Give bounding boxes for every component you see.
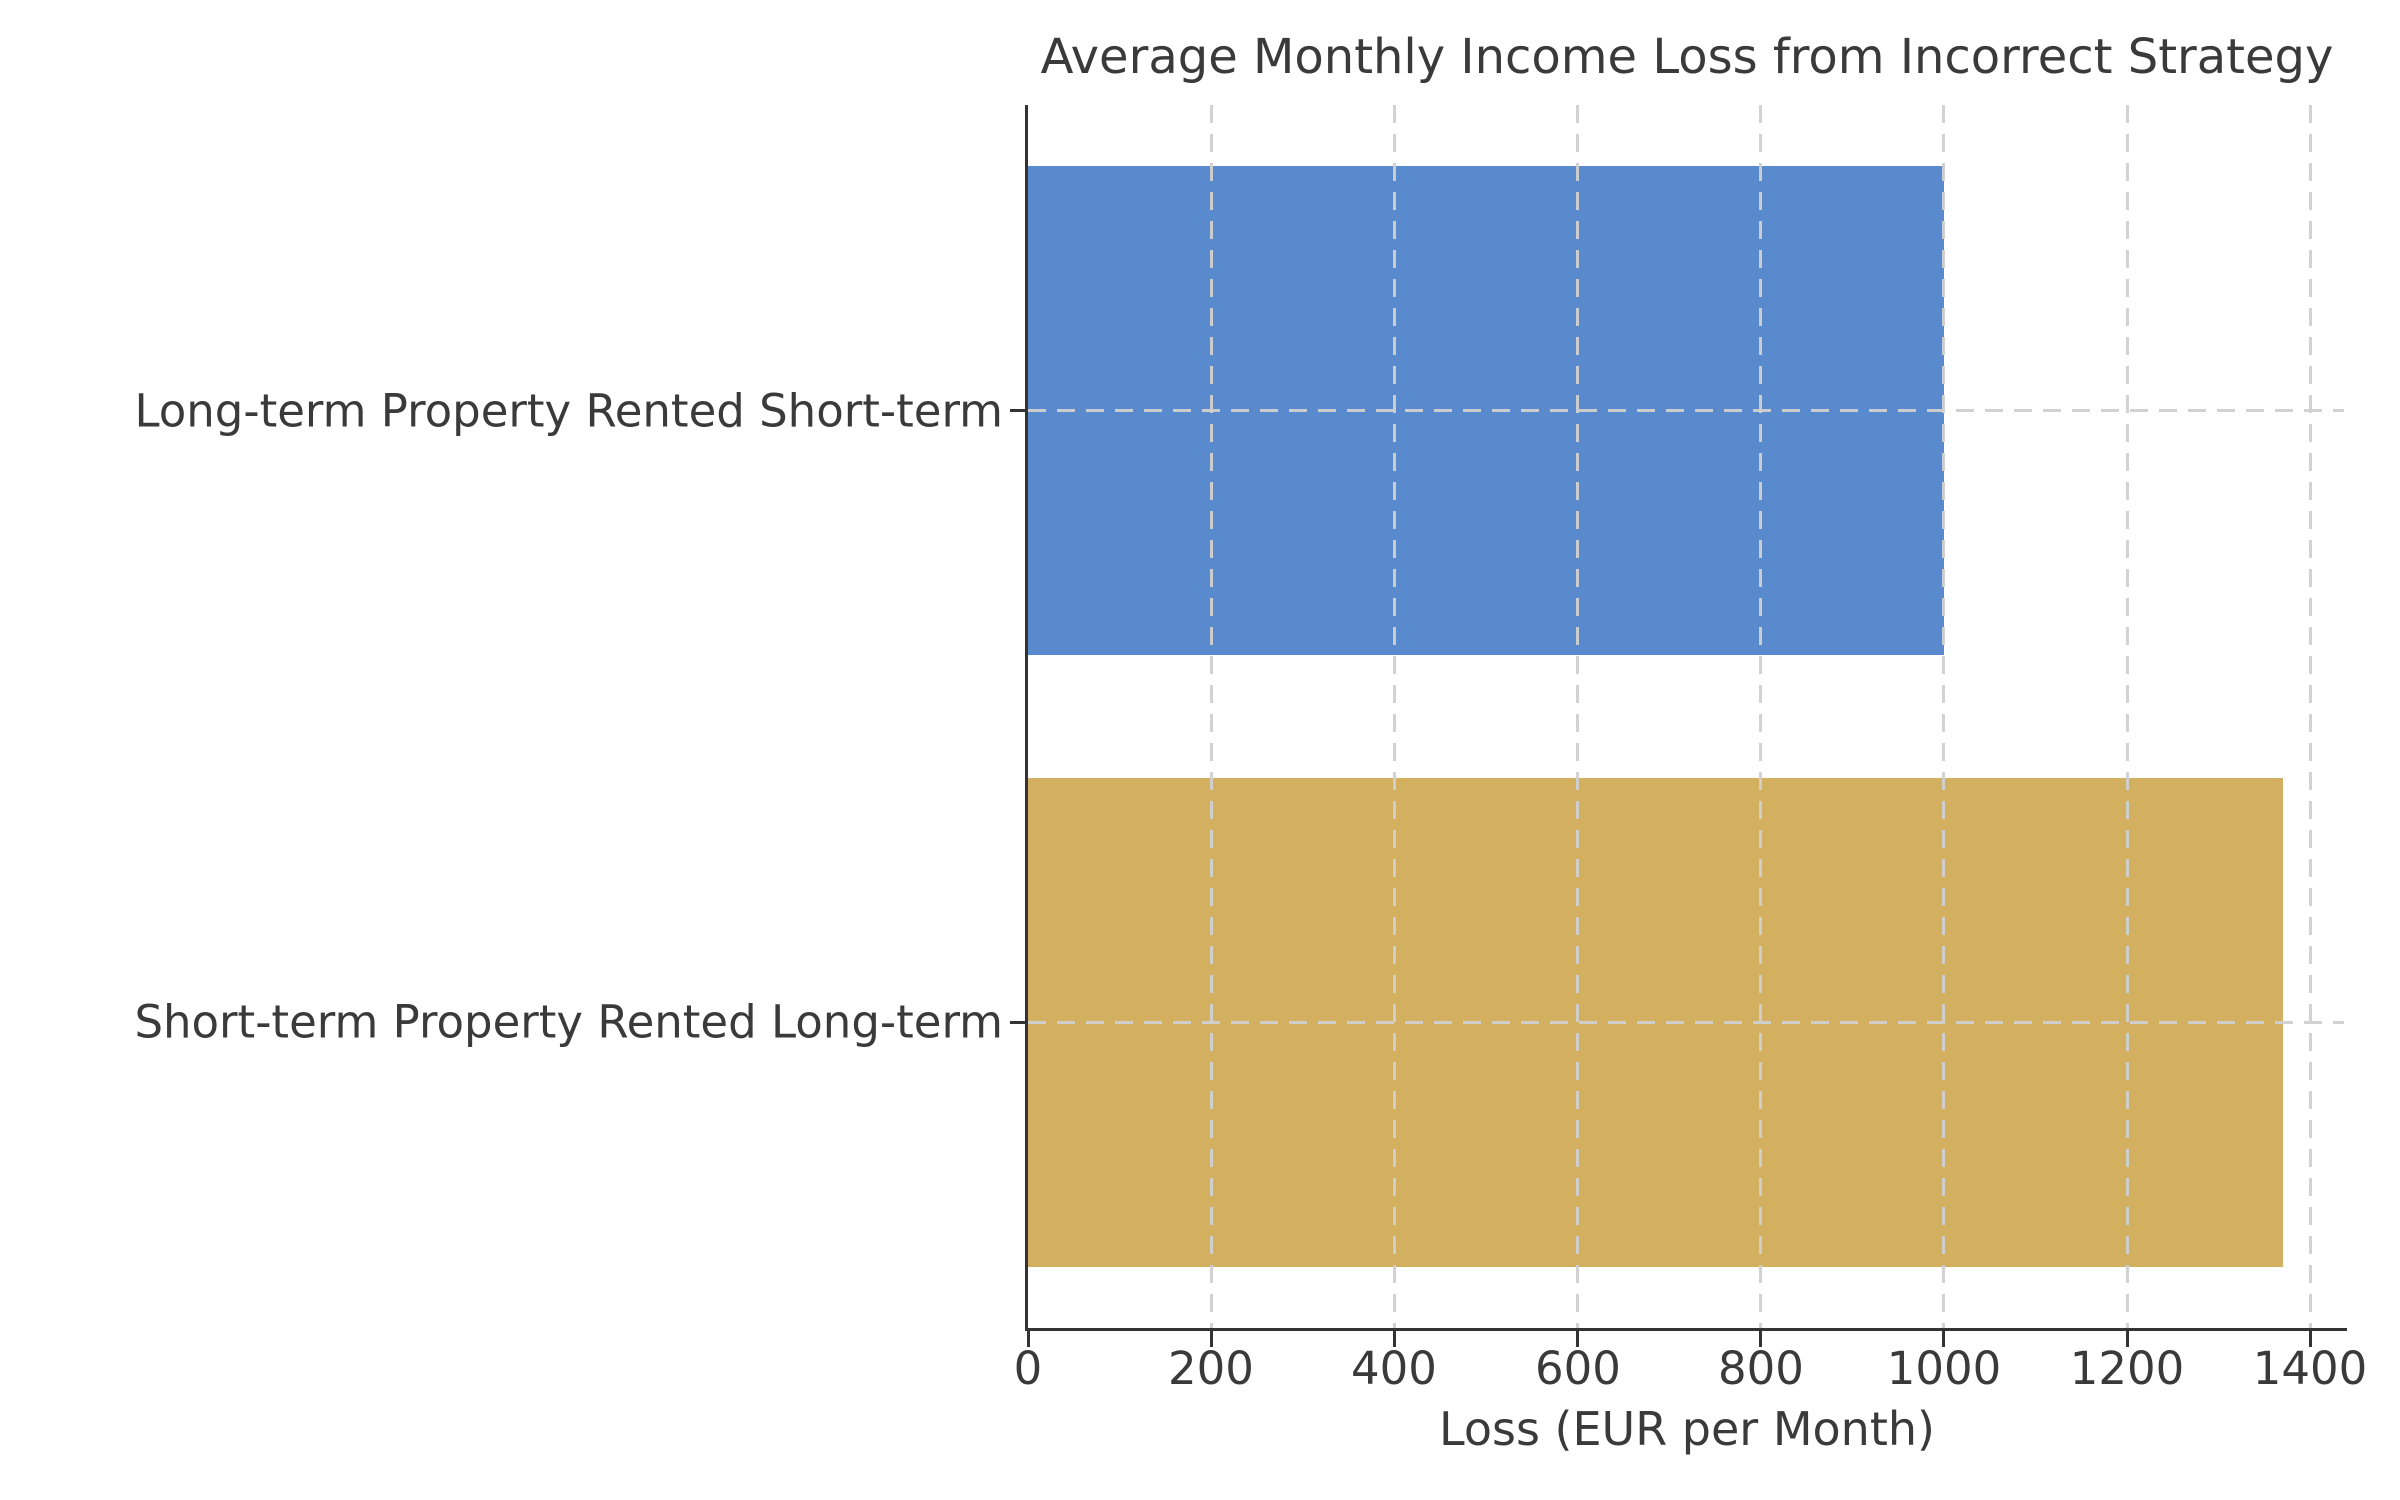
x-axis-spine — [1025, 1328, 2347, 1331]
x-axis-label: Loss (EUR per Month) — [1439, 1402, 1935, 1456]
y-tick-label-1: Short-term Property Rented Long-term — [134, 995, 1003, 1049]
y-tick-mark-1 — [1010, 1021, 1027, 1024]
gridline-y-0 — [1028, 409, 2344, 412]
x-tick-mark-400 — [1393, 1331, 1396, 1347]
x-tick-mark-800 — [1759, 1331, 1762, 1347]
gridline-x-1200 — [2126, 105, 2129, 1328]
gridline-y-1 — [1028, 1021, 2344, 1024]
gridline-x-1400 — [2309, 105, 2312, 1328]
gridline-x-400 — [1393, 105, 1396, 1328]
x-tick-mark-200 — [1210, 1331, 1213, 1347]
x-tick-mark-0 — [1027, 1331, 1030, 1347]
y-tick-label-0: Long-term Property Rented Short-term — [134, 384, 1003, 438]
y-tick-mark-0 — [1010, 409, 1027, 412]
x-tick-mark-600 — [1576, 1331, 1579, 1347]
x-tick-label-1000: 1000 — [1886, 1342, 2002, 1395]
gridline-x-600 — [1576, 105, 1579, 1328]
x-tick-label-200: 200 — [1168, 1342, 1254, 1395]
x-tick-label-400: 400 — [1351, 1342, 1437, 1395]
x-tick-mark-1000 — [1942, 1331, 1945, 1347]
x-tick-mark-1400 — [2309, 1331, 2312, 1347]
x-tick-label-1200: 1200 — [2069, 1342, 2185, 1395]
gridline-x-200 — [1210, 105, 1213, 1328]
x-tick-label-0: 0 — [1013, 1342, 1043, 1395]
x-tick-label-600: 600 — [1535, 1342, 1621, 1395]
gridline-x-800 — [1759, 105, 1762, 1328]
chart-title: Average Monthly Income Loss from Incorre… — [1040, 29, 2334, 85]
x-tick-label-800: 800 — [1718, 1342, 1804, 1395]
x-tick-label-1400: 1400 — [2252, 1342, 2368, 1395]
gridline-x-1000 — [1942, 105, 1945, 1328]
x-tick-mark-1200 — [2126, 1331, 2129, 1347]
y-axis-spine — [1025, 105, 1028, 1331]
plot-area — [1028, 105, 2347, 1328]
